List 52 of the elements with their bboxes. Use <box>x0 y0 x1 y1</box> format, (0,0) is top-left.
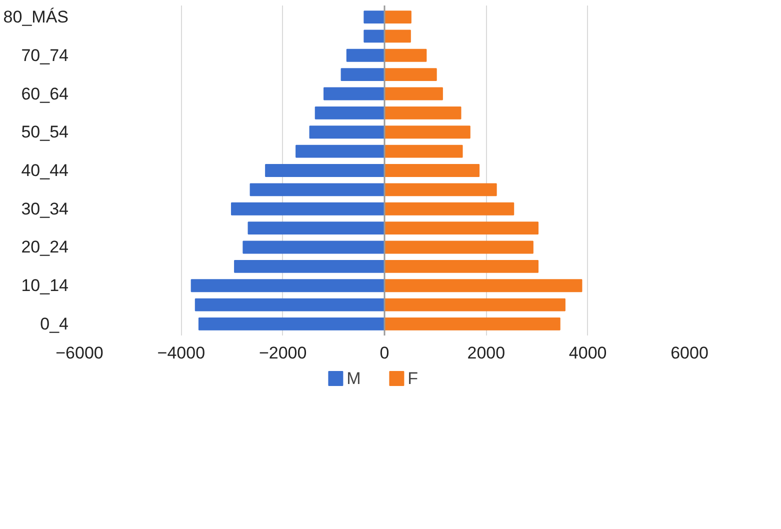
bar <box>384 318 560 330</box>
x-tick-label: 2000 <box>467 344 506 362</box>
bar <box>384 240 534 254</box>
y-tick-label: 60_64 <box>21 84 69 104</box>
bar <box>265 164 385 177</box>
bar <box>384 164 480 177</box>
bar <box>198 318 385 330</box>
bar <box>230 202 385 216</box>
bar <box>384 10 412 24</box>
y-tick-label: 80_MÁS <box>3 8 68 27</box>
x-tick-label: −2000 <box>258 344 307 362</box>
bar <box>384 222 539 235</box>
x-tick-label: −4000 <box>157 344 206 362</box>
bar <box>364 10 385 24</box>
bar <box>384 144 463 158</box>
x-tick-label: 6000 <box>670 344 708 362</box>
bar <box>384 183 497 196</box>
bar <box>364 30 385 43</box>
y-tick-label: 20_24 <box>21 238 69 257</box>
bar <box>234 260 385 273</box>
bar <box>384 87 443 100</box>
bar <box>384 30 411 43</box>
bar <box>384 279 582 292</box>
legend-label: M <box>346 369 361 388</box>
y-tick-label: 50_54 <box>21 122 69 142</box>
bar <box>346 48 385 62</box>
bar <box>309 126 385 139</box>
bar <box>384 48 427 62</box>
bar <box>314 106 385 120</box>
bar <box>384 126 470 139</box>
y-tick-label: 0_4 <box>40 314 69 334</box>
bar <box>194 298 385 312</box>
bar <box>384 68 437 82</box>
bar <box>296 144 385 158</box>
x-tick-label: −6000 <box>56 344 104 362</box>
bar <box>384 260 539 273</box>
y-tick-label: 30_34 <box>21 199 69 218</box>
y-tick-label: 70_74 <box>21 46 69 65</box>
y-tick-label: 10_14 <box>21 276 69 296</box>
bar <box>324 87 385 100</box>
bar <box>384 106 462 120</box>
x-tick-label: 4000 <box>568 344 607 362</box>
x-tick-label: 0 <box>380 344 390 362</box>
bar <box>340 68 385 82</box>
bar <box>190 279 385 292</box>
bar <box>248 222 385 235</box>
bar <box>384 202 514 216</box>
bar <box>242 240 385 254</box>
bar <box>384 298 566 312</box>
bar <box>250 183 385 196</box>
legend-label: F <box>408 369 418 388</box>
y-tick-label: 40_44 <box>21 161 69 180</box>
